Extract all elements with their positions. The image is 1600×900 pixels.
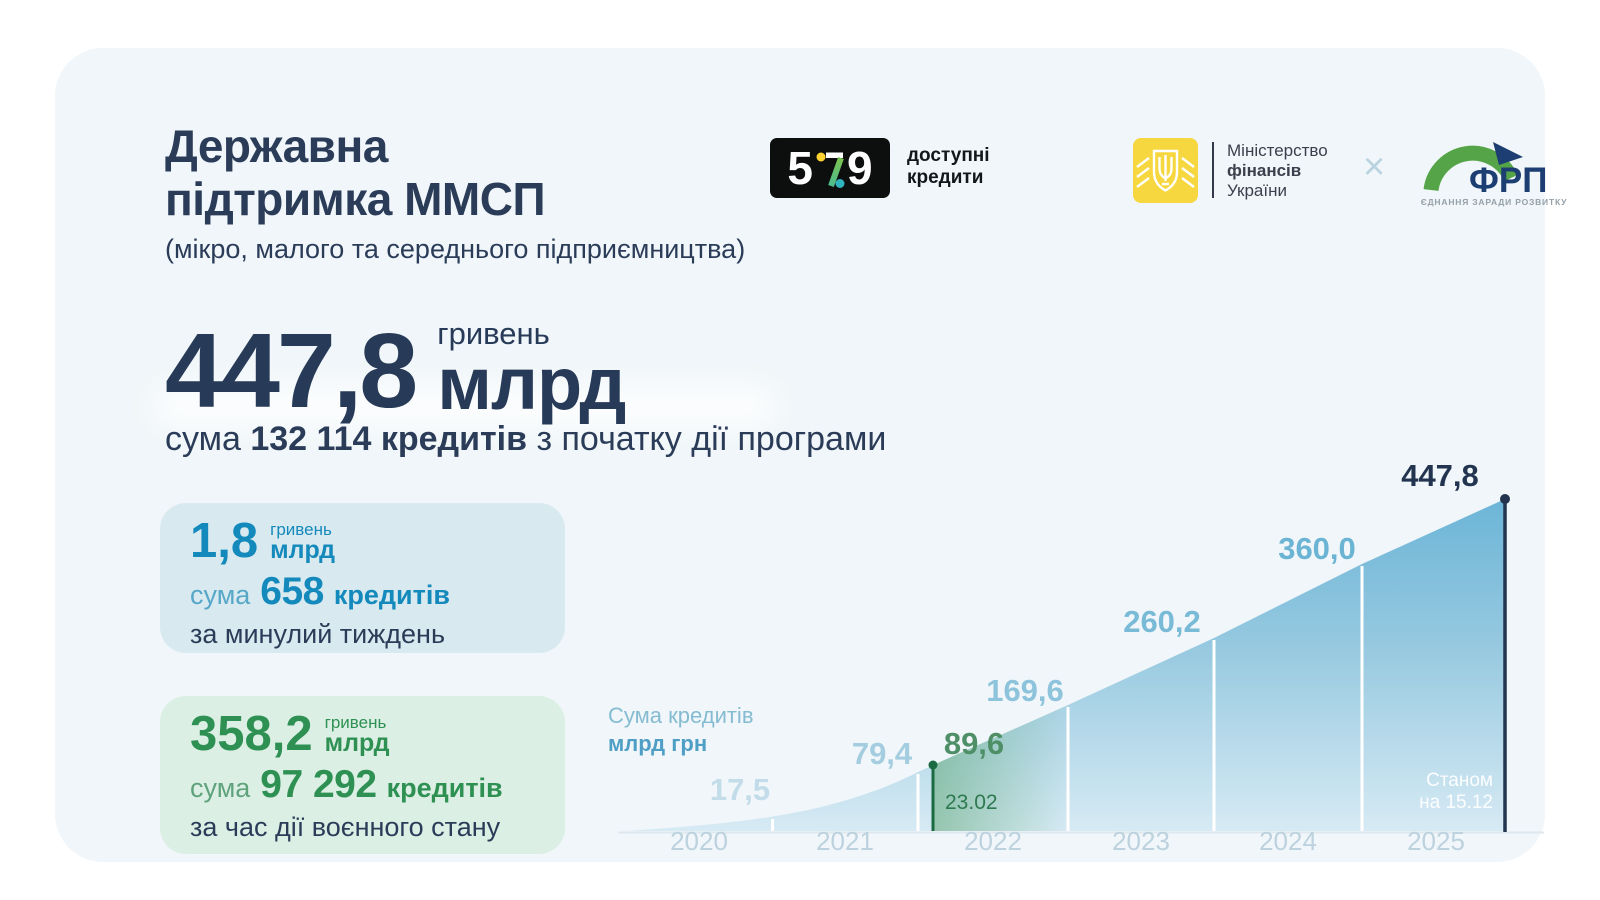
war-period-highlight — [933, 705, 1068, 831]
ministry-line1: Міністерство — [1227, 141, 1328, 160]
caption-line1: доступні — [907, 145, 990, 166]
current-value-marker — [1500, 494, 1510, 832]
year-axis-label-2021: 2021 — [816, 826, 874, 856]
hero-loans-prefix: сума — [165, 420, 241, 458]
frp-abbr: ФРП — [1469, 161, 1547, 196]
weekly-amount-row: 1,8 гривень млрд — [190, 514, 535, 568]
value-label-2024: 360,0 — [1278, 531, 1356, 566]
year-axis-label-2023: 2023 — [1112, 826, 1170, 856]
program-logo-caption: доступні кредити — [907, 145, 990, 189]
logo-digit-9: 9 — [847, 142, 873, 194]
weekly-count: 658 — [260, 569, 324, 613]
chart-legend: Сума кредитів млрд грн — [608, 703, 754, 756]
value-label-2022: 169,6 — [986, 673, 1064, 708]
wartime-count-prefix: сума — [190, 772, 251, 803]
year-axis-label-2020: 2020 — [670, 826, 728, 856]
logo-digit-5: 5 — [787, 142, 813, 194]
year-axis-label-2024: 2024 — [1259, 826, 1317, 856]
value-label-2021: 79,4 — [852, 736, 913, 771]
cross-icon: × — [1363, 146, 1386, 188]
legend-unit: млрд грн — [608, 731, 707, 756]
frp-tagline: ЄДНАННЯ ЗАРАДИ РОЗВИТКУ — [1420, 197, 1568, 207]
value-label-current: 447,8 — [1401, 458, 1479, 493]
hero-loans-line: сума 132 114 кредитів з початку дії прог… — [165, 420, 886, 459]
weekly-count-row: сума 658 кредитів — [190, 570, 535, 614]
wartime-currency: гривень — [324, 713, 387, 733]
wartime-magnitude: млрд — [324, 728, 390, 757]
page-subtitle: (мікро, малого та середнього підприємниц… — [165, 234, 746, 264]
legend-title: Сума кредитів — [608, 703, 754, 728]
weekly-magnitude: млрд — [270, 535, 336, 564]
hero-total: 447,8 гривень млрд — [165, 311, 626, 430]
as-of-line2: на 15.12 — [1419, 792, 1493, 813]
weekly-count-prefix: сума — [190, 579, 251, 610]
title-line2: підтримка ММСП — [165, 173, 546, 225]
percent-seven-icon — [816, 152, 845, 188]
frp-logo: ФРП — [1423, 142, 1547, 196]
wartime-amount: 358,2 — [190, 707, 313, 761]
title-line1: Державна — [165, 120, 388, 172]
hero-loans-count: 132 114 кредитів — [250, 420, 528, 458]
weekly-amount: 1,8 — [190, 514, 259, 568]
frp-flag — [1493, 142, 1523, 165]
area-series — [626, 499, 1505, 831]
war-start-marker: 23.02 — [928, 760, 998, 831]
loans-area-chart: 23.02 Сума кредитів млрд грн 17,5 79,4 8… — [608, 458, 1544, 856]
as-of-line1: Станом — [1426, 770, 1493, 791]
hero-magnitude: млрд — [437, 341, 626, 425]
as-of-label: Станом на 15.12 — [1419, 770, 1493, 813]
value-label-2020: 17,5 — [710, 772, 770, 807]
wartime-count: 97 292 — [260, 762, 377, 806]
year-axis-label-2025: 2025 — [1407, 826, 1465, 856]
wartime-period: за час дії воєнного стану — [190, 811, 501, 842]
ministry-finance-name: Міністерство фінансів України — [1227, 141, 1328, 201]
war-marker-date-label: 23.02 — [945, 791, 998, 814]
weekly-stats-card: 1,8 гривень млрд сума 658 кредитів за ми… — [160, 503, 565, 653]
page-title: Державна підтримка ММСП — [165, 120, 546, 226]
wartime-amount-row: 358,2 гривень млрд — [190, 707, 535, 761]
program-579-logo: 5 9 — [770, 138, 890, 198]
year-axis-label-2022: 2022 — [964, 826, 1022, 856]
wartime-count-row: сума 97 292 кредитів — [190, 763, 535, 807]
infographic-panel: Державна підтримка ММСП (мікро, малого т… — [55, 48, 1566, 862]
weekly-count-unit: кредитів — [333, 579, 450, 610]
weekly-units: гривень млрд — [270, 521, 335, 563]
logo-divider — [1212, 142, 1214, 198]
frp-arc — [1423, 145, 1518, 192]
ministry-finance-logo — [1133, 138, 1198, 203]
wartime-units: гривень млрд — [325, 714, 390, 756]
caption-line2: кредити — [907, 167, 984, 188]
wartime-count-unit: кредитів — [386, 772, 503, 803]
hero-glow — [150, 384, 780, 428]
hero-currency: гривень — [437, 316, 550, 351]
value-label-war-start: 89,6 — [944, 726, 1004, 761]
value-label-2023: 260,2 — [1123, 604, 1201, 639]
ministry-line2: фінансів — [1227, 161, 1302, 180]
wartime-stats-card: 358,2 гривень млрд сума 97 292 кредитів … — [160, 696, 565, 854]
hero-units: гривень млрд — [437, 316, 626, 425]
year-dividers — [771, 566, 1364, 831]
weekly-currency: гривень — [270, 520, 332, 540]
trident-icon — [1136, 149, 1195, 192]
hero-loans-suffix: з початку дії програми — [536, 420, 887, 458]
hero-amount: 447,8 — [165, 311, 418, 430]
weekly-period: за минулий тиждень — [190, 618, 446, 649]
ministry-line3: України — [1227, 181, 1287, 200]
